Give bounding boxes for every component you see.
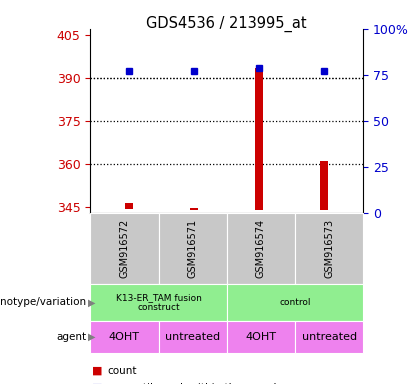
Bar [255, 68, 263, 210]
Text: GSM916574: GSM916574 [256, 219, 266, 278]
Text: control: control [279, 298, 311, 307]
Text: 4OHT: 4OHT [109, 332, 140, 342]
Text: GSM916573: GSM916573 [324, 219, 334, 278]
Bar [126, 203, 133, 209]
Text: ■: ■ [92, 383, 103, 384]
Text: GSM916571: GSM916571 [188, 219, 198, 278]
Text: count: count [107, 366, 136, 376]
Bar [190, 208, 198, 210]
Text: ▶: ▶ [88, 332, 96, 342]
Text: genotype/variation: genotype/variation [0, 297, 86, 308]
Text: ■: ■ [92, 366, 103, 376]
Text: GDS4536 / 213995_at: GDS4536 / 213995_at [147, 15, 307, 31]
Text: GSM916572: GSM916572 [119, 219, 129, 278]
Text: untreated: untreated [302, 332, 357, 342]
Text: untreated: untreated [165, 332, 220, 342]
Text: K13-ER_TAM fusion
construct: K13-ER_TAM fusion construct [116, 293, 202, 312]
Text: 4OHT: 4OHT [245, 332, 276, 342]
Text: ▶: ▶ [88, 297, 96, 308]
Text: percentile rank within the sample: percentile rank within the sample [107, 383, 283, 384]
Bar [320, 161, 328, 210]
Text: agent: agent [56, 332, 86, 342]
